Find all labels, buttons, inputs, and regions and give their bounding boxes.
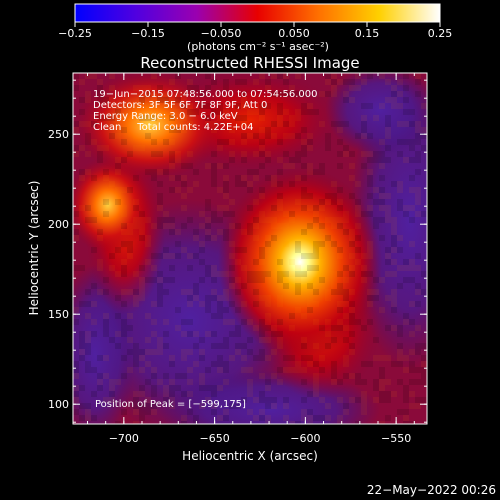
y-axis-label: Heliocentric Y (arcsec): [27, 181, 41, 316]
x-axis-label: Heliocentric X (arcsec): [182, 449, 318, 463]
axis-ticks: −700 −650 −600 −550 250 200 150 100: [48, 73, 427, 445]
peak-position-label: Position of Peak = [−599,175]: [95, 399, 246, 410]
colorbar-tick-label: 0.050: [278, 27, 310, 40]
x-tick-label: −700: [109, 432, 139, 445]
colorbar-unit-label: (photons cm⁻² s⁻¹ asec⁻²): [187, 40, 329, 53]
colorbar-tick-label: −0.15: [131, 27, 165, 40]
x-tick-label: −600: [290, 432, 320, 445]
info-detectors: Detectors: 3F 5F 6F 7F 8F 9F, Att 0: [93, 100, 267, 111]
info-clean-counts: Clean Total counts: 4.22E+04: [93, 122, 253, 133]
y-tick-label: 100: [48, 398, 69, 411]
footer-date: 22−May−2022 00:26: [367, 483, 496, 497]
chart-title: Reconstructed RHESSI Image: [140, 54, 359, 72]
y-tick-label: 150: [48, 308, 69, 321]
colorbar-tick-label: 0.15: [355, 27, 380, 40]
x-tick-label: −650: [199, 432, 229, 445]
colorbar-tick-label: −0.050: [201, 27, 242, 40]
colorbar-tick-label: −0.25: [58, 27, 92, 40]
y-tick-label: 250: [48, 128, 69, 141]
heatmap-image: [73, 73, 427, 424]
info-date-range: 19−Jun−2015 07:48:56.000 to 07:54:56.000: [93, 89, 318, 100]
y-tick-label: 200: [48, 218, 69, 231]
info-energy-range: Energy Range: 3.0 − 6.0 keV: [93, 111, 238, 122]
x-tick-label: −550: [381, 432, 411, 445]
colorbar-ticks: −0.25 −0.15 −0.050 0.050 0.15 0.25: [58, 22, 452, 40]
colorbar-tick-label: 0.25: [428, 27, 453, 40]
plot-frame: [72, 72, 428, 425]
colorbar: [74, 3, 441, 23]
